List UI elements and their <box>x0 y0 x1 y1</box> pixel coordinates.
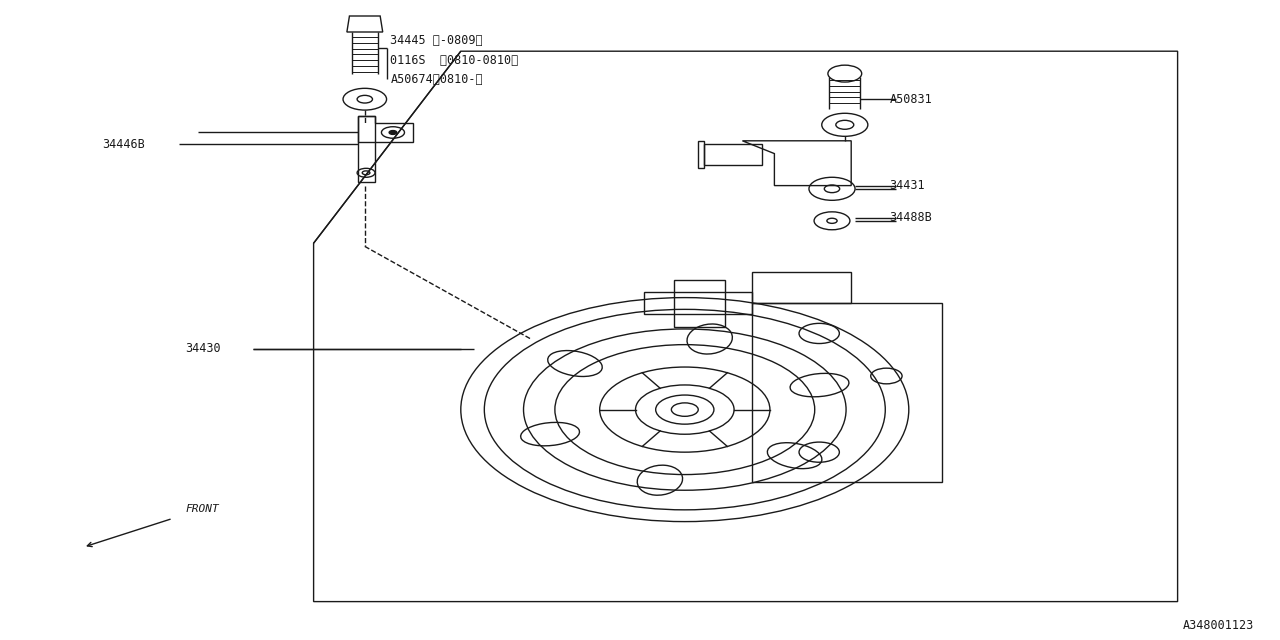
Circle shape <box>389 131 397 134</box>
Text: 0116S  （0810-0810）: 0116S （0810-0810） <box>390 54 518 67</box>
Text: 34488B: 34488B <box>890 211 932 224</box>
Text: 34445 （-0809）: 34445 （-0809） <box>390 35 483 47</box>
Text: 34430: 34430 <box>186 342 221 355</box>
Text: A50674（0810-）: A50674（0810-） <box>390 73 483 86</box>
Text: 34431: 34431 <box>890 179 925 192</box>
Text: A50831: A50831 <box>890 93 932 106</box>
Text: A348001123: A348001123 <box>1183 620 1254 632</box>
Text: 34446B: 34446B <box>102 138 145 150</box>
Text: FRONT: FRONT <box>186 504 219 514</box>
